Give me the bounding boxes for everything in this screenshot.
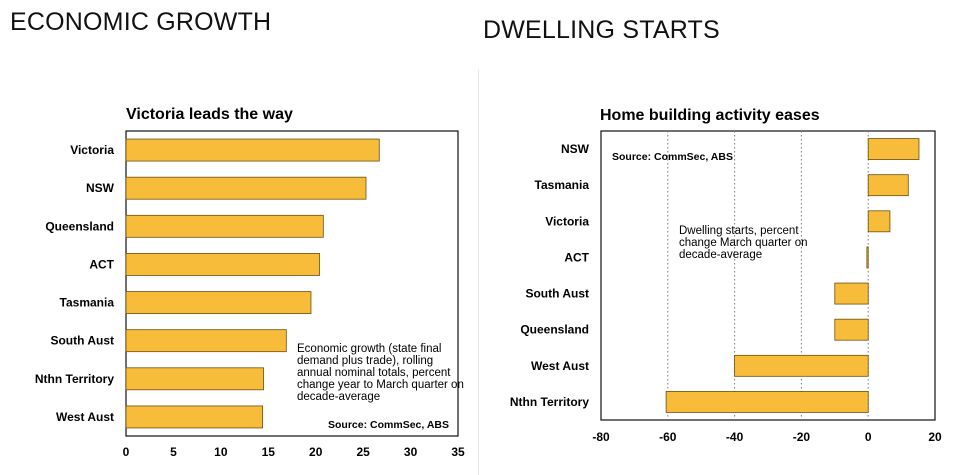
- starts-x-tick-label: -20: [793, 430, 811, 444]
- starts-annotation-line: change March quarter on: [679, 237, 808, 249]
- starts-x-tick-label: -80: [592, 430, 610, 444]
- growth-annotation-line: decade-average: [297, 391, 380, 403]
- starts-bar-2: [867, 174, 909, 197]
- starts-category-label: Nthn Territory: [510, 395, 589, 409]
- growth-category-label: Tasmania: [60, 296, 115, 310]
- starts-category-label: West Aust: [531, 359, 589, 373]
- growth-annotation-line: annual nominal totals, percent: [297, 367, 451, 379]
- starts-bar-5: [834, 282, 869, 305]
- growth-annotation-line: demand plus trade), rolling: [297, 355, 433, 367]
- starts-bar-8: [665, 391, 869, 413]
- growth-bar-8: [125, 405, 263, 429]
- growth-annotation-line: change year to March quarter on: [297, 379, 464, 391]
- starts-x-tick-label: 20: [928, 430, 942, 444]
- growth-x-tick-label: 5: [170, 445, 177, 459]
- starts-category-label: NSW: [561, 142, 590, 156]
- growth-x-tick-label: 30: [404, 445, 418, 459]
- growth-bar-2: [125, 176, 367, 200]
- growth-x-tick-label: 20: [309, 445, 323, 459]
- growth-chart-title: Victoria leads the way: [126, 106, 293, 123]
- growth-bar-1: [125, 138, 380, 162]
- growth-x-tick-label: 35: [451, 445, 465, 459]
- growth-category-label: South Aust: [50, 334, 114, 348]
- starts-chart-title: Home building activity eases: [600, 107, 820, 124]
- growth-bar-3: [125, 214, 324, 238]
- growth-x-tick-label: 15: [262, 445, 276, 459]
- growth-bar-6: [125, 329, 287, 353]
- growth-source-label: Source: CommSec, ABS: [328, 419, 449, 431]
- growth-plot-frame: [125, 130, 459, 437]
- starts-category-label: ACT: [564, 250, 589, 264]
- growth-bar-5: [125, 291, 312, 314]
- starts-bar-6: [834, 318, 869, 341]
- starts-x-tick-label: -40: [726, 430, 744, 444]
- growth-category-label: ACT: [89, 257, 114, 271]
- growth-annotation-line: Economic growth (state final: [297, 343, 441, 355]
- starts-category-label: Tasmania: [535, 178, 590, 192]
- growth-bar-4: [125, 253, 320, 276]
- growth-x-tick-label: 25: [356, 445, 370, 459]
- growth-category-label: West Aust: [56, 410, 114, 424]
- starts-category-label: Victoria: [545, 214, 589, 228]
- growth-category-label: Queensland: [45, 219, 114, 233]
- starts-annotation-line: Dwelling starts, percent: [679, 225, 799, 237]
- starts-x-tick-label: -60: [659, 430, 677, 444]
- starts-plot-frame: [600, 130, 936, 421]
- starts-annotation-line: decade-average: [679, 249, 762, 261]
- growth-x-tick-label: 0: [123, 445, 130, 459]
- starts-bar-1: [867, 138, 920, 160]
- starts-bar-3: [867, 210, 891, 233]
- starts-category-label: South Aust: [525, 287, 589, 301]
- section-divider: [478, 70, 479, 475]
- starts-source-label: Source: CommSec, ABS: [612, 151, 733, 163]
- right-section-heading: DWELLING STARTS: [483, 16, 720, 44]
- growth-bar-7: [125, 367, 264, 391]
- starts-category-label: Queensland: [520, 323, 589, 337]
- left-section-heading: ECONOMIC GROWTH: [10, 8, 272, 36]
- growth-category-label: Nthn Territory: [35, 372, 114, 386]
- starts-bar-7: [734, 354, 869, 377]
- starts-x-tick-label: 0: [865, 430, 872, 444]
- growth-category-label: Victoria: [70, 143, 114, 157]
- starts-bar-4: [866, 246, 869, 269]
- growth-x-tick-label: 10: [214, 445, 228, 459]
- growth-category-label: NSW: [86, 181, 115, 195]
